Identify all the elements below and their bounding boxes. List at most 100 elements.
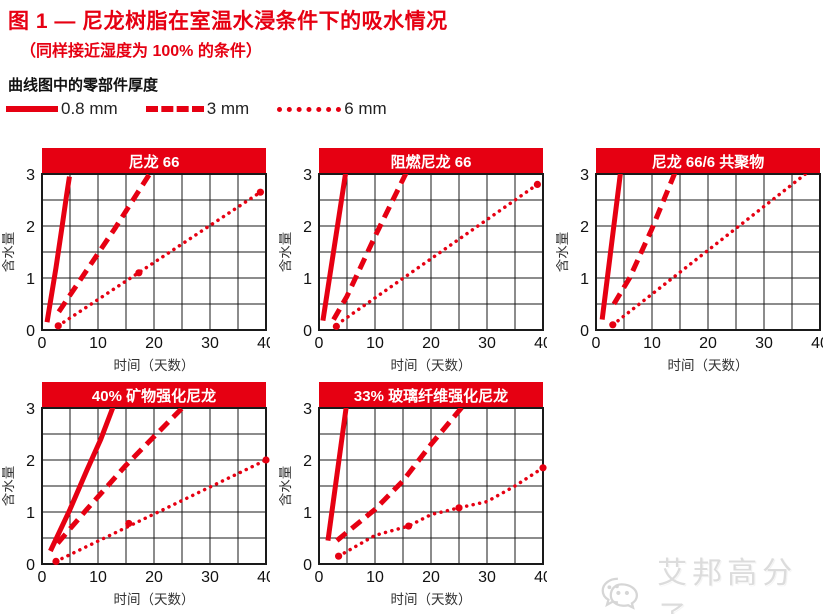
y-tick-label: 2 — [303, 453, 312, 470]
x-axis-label: 时间（天数） — [114, 592, 195, 607]
y-axis-label: 含水量 — [279, 466, 293, 507]
series-dotted-6mm — [340, 182, 540, 323]
legend-item-3mm: 3 mm — [145, 99, 250, 119]
chart-svg: 阻燃尼龙 66 0 10 20 30 40 0 1 2 3 时间（天数） 含水量 — [278, 148, 552, 373]
series-dashed-3mm — [335, 408, 465, 543]
x-tick-label: 30 — [201, 569, 219, 586]
y-tick-label: 1 — [26, 505, 35, 522]
series-solid-0.8mm — [325, 408, 349, 541]
x-tick-label: 20 — [145, 569, 163, 586]
chart-mineral-40-reinforced-nylon: 40% 矿物强化尼龙 0 10 20 30 40 0 1 2 3 时间（天数） 含水量 — [1, 380, 275, 614]
series-dotted-6mm — [336, 466, 543, 558]
series-dashed-3mm — [55, 408, 186, 545]
chart-title-band — [319, 148, 543, 174]
chart-svg: 33% 玻璃纤维强化尼龙 0 10 20 30 40 0 1 2 3 时间（天数） 含水量 — [278, 382, 552, 607]
series-dotted-6mm — [54, 458, 266, 564]
y-tick-label: 0 — [303, 557, 312, 574]
data-point-dot — [52, 557, 60, 565]
x-tick-label: 10 — [366, 335, 384, 352]
x-tick-label: 10 — [366, 569, 384, 586]
chart-glass-fiber-33-reinforced-nylon: 33% 玻璃纤维强化尼龙 0 10 20 30 40 0 1 2 3 时间（天数） 含水量 — [278, 380, 552, 614]
x-tick-label: 40 — [811, 335, 823, 352]
y-tick-label: 3 — [303, 167, 312, 184]
y-tick-label: 3 — [580, 167, 589, 184]
x-tick-label: 20 — [422, 569, 440, 586]
series-solid-0.8mm — [599, 174, 623, 320]
x-tick-label: 0 — [592, 335, 601, 352]
data-point-dot — [54, 322, 62, 330]
data-point-dot — [135, 269, 143, 277]
chart-title-band — [596, 148, 820, 174]
data-point-dot — [455, 504, 463, 512]
x-tick-label: 40 — [534, 335, 547, 352]
series-dotted-6mm — [611, 174, 809, 327]
wechat-icon — [601, 577, 638, 610]
chart-nylon-66: 尼龙 66 0 10 20 30 40 0 1 2 3 时间（天数） 含水量 — [1, 146, 275, 380]
x-tick-label: 20 — [422, 335, 440, 352]
data-point-dot — [262, 456, 270, 464]
figure-title: 图 1 — 尼龙树脂在室温水浸条件下的吸水情况 — [8, 10, 448, 33]
data-point-dot — [256, 188, 264, 196]
data-point-dot — [125, 519, 133, 528]
chart-title-band — [42, 148, 266, 174]
x-tick-label: 20 — [145, 335, 163, 352]
y-tick-label: 2 — [580, 219, 589, 236]
solid-line-swatch — [6, 106, 58, 112]
x-axis-label: 时间（天数） — [668, 358, 749, 373]
chart-svg: 尼龙 66/6 共聚物 0 10 20 30 40 0 1 2 3 时间（天数） 含水量 — [555, 148, 823, 373]
chart-flame-retardant-nylon-66: 阻燃尼龙 66 0 10 20 30 40 0 1 2 3 时间（天数） 含水量 — [278, 146, 552, 380]
data-point-dot — [533, 180, 541, 188]
x-tick-label: 30 — [755, 335, 773, 352]
y-tick-label: 0 — [303, 323, 312, 340]
x-tick-label: 10 — [89, 335, 107, 352]
chart-nylon-66-6-copolymer: 尼龙 66/6 共聚物 0 10 20 30 40 0 1 2 3 时间（天数） 含水量 — [555, 146, 823, 380]
chart-title: 尼龙 66 — [129, 153, 180, 171]
series-solid-0.8mm — [48, 408, 116, 553]
x-tick-label: 40 — [534, 569, 547, 586]
series-dashed-3mm — [56, 174, 153, 314]
y-tick-label: 3 — [26, 401, 35, 418]
y-tick-label: 3 — [303, 401, 312, 418]
y-tick-label: 1 — [26, 271, 35, 288]
x-tick-label: 10 — [643, 335, 661, 352]
series-solid-0.8mm — [320, 174, 349, 322]
data-point-dot — [539, 464, 547, 472]
data-point-dot — [332, 322, 340, 330]
legend-item-6mm: 6 mm — [277, 99, 387, 119]
x-tick-label: 0 — [38, 335, 47, 352]
x-tick-label: 10 — [89, 569, 107, 586]
legend-title: 曲线图中的零部件厚度 — [8, 77, 159, 94]
x-axis-label: 时间（天数） — [114, 358, 195, 373]
watermark: 艾邦高分子 — [598, 548, 823, 614]
x-tick-label: 20 — [699, 335, 717, 352]
dashed-line-swatch — [145, 106, 204, 112]
y-tick-label: 0 — [580, 323, 589, 340]
chart-title: 尼龙 66/6 共聚物 — [652, 153, 765, 171]
y-tick-label: 2 — [303, 219, 312, 236]
x-tick-label: 40 — [257, 569, 270, 586]
x-tick-label: 30 — [478, 569, 496, 586]
x-axis-label: 时间（天数） — [391, 592, 472, 607]
chart-svg: 尼龙 66 0 10 20 30 40 0 1 2 3 时间（天数） 含水量 — [1, 148, 275, 373]
y-axis-label: 含水量 — [2, 466, 16, 507]
data-point-dot — [405, 522, 413, 530]
y-tick-label: 3 — [26, 167, 35, 184]
chart-title-band — [319, 382, 543, 408]
series-solid-0.8mm — [44, 176, 72, 323]
data-point-dot — [609, 321, 617, 329]
legend-label: 3 mm — [206, 99, 250, 118]
x-tick-label: 30 — [201, 335, 219, 352]
series-dashed-3mm — [331, 174, 409, 321]
chart-title: 33% 玻璃纤维强化尼龙 — [354, 387, 508, 405]
thickness-legend: 0.8 mm 3 mm 6 mm — [6, 99, 415, 119]
y-tick-label: 2 — [26, 219, 35, 236]
legend-label: 0.8 mm — [61, 99, 118, 118]
chart-title-band — [42, 382, 266, 408]
chart-svg: 40% 矿物强化尼龙 0 10 20 30 40 0 1 2 3 时间（天数） 含水量 — [1, 382, 275, 607]
legend-item-0.8mm: 0.8 mm — [6, 99, 118, 119]
y-tick-label: 1 — [303, 271, 312, 288]
y-tick-label: 0 — [26, 323, 35, 340]
x-tick-label: 40 — [257, 335, 270, 352]
legend-label: 6 mm — [344, 99, 387, 118]
